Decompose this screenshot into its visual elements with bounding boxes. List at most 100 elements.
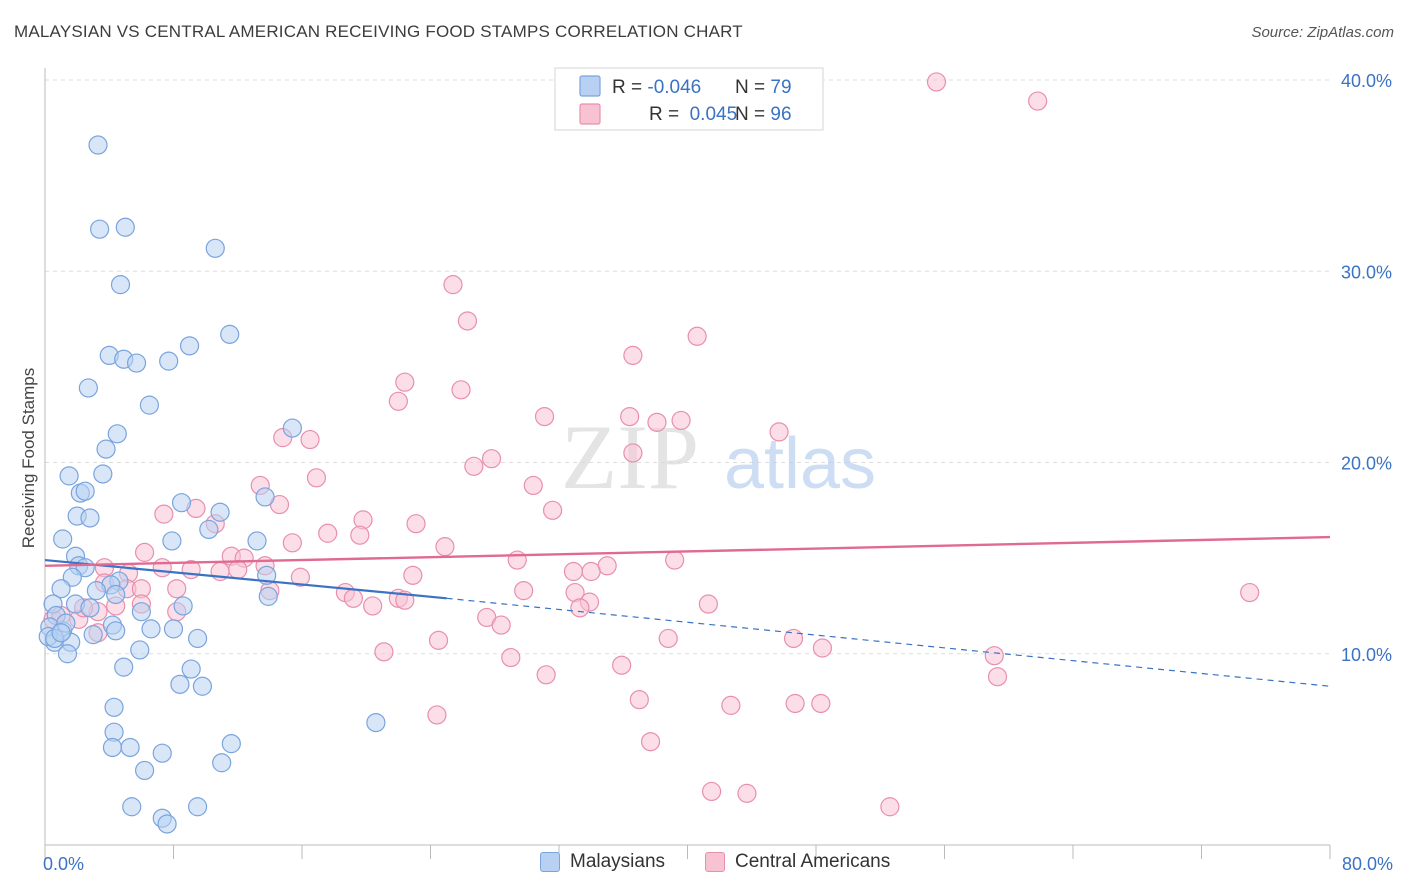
point-central-americans xyxy=(152,558,172,578)
y-tick-label: 40.0% xyxy=(1341,71,1392,91)
point-central-americans xyxy=(363,596,383,616)
trend-line-malaysians xyxy=(44,558,447,600)
point-central-americans xyxy=(701,781,722,802)
point-central-americans xyxy=(403,565,423,585)
point-central-americans xyxy=(880,797,900,817)
point-malaysians xyxy=(93,464,113,484)
point-malaysians xyxy=(221,734,241,754)
point-central-americans xyxy=(491,615,511,635)
point-central-americans xyxy=(306,468,327,488)
point-malaysians xyxy=(159,351,179,371)
point-central-americans xyxy=(629,690,649,710)
point-central-americans xyxy=(451,380,471,400)
point-central-americans xyxy=(737,783,757,803)
point-central-americans xyxy=(665,550,685,570)
point-malaysians xyxy=(181,659,201,679)
point-malaysians xyxy=(51,623,71,643)
stats-r-value-malaysians: -0.046 xyxy=(647,77,701,98)
legend-label-malaysians: Malaysians xyxy=(570,851,666,872)
point-central-americans xyxy=(987,667,1008,687)
point-malaysians xyxy=(187,628,208,649)
point-malaysians xyxy=(106,584,126,605)
point-malaysians xyxy=(75,481,95,501)
point-central-americans xyxy=(811,693,831,714)
svg-text:N = 79: N = 79 xyxy=(735,77,792,98)
point-malaysians xyxy=(53,529,73,549)
point-malaysians xyxy=(59,466,79,486)
point-central-americans xyxy=(581,561,601,582)
y-tick-label: 10.0% xyxy=(1341,645,1392,665)
point-central-americans xyxy=(154,504,174,524)
point-central-americans xyxy=(395,372,415,392)
point-malaysians xyxy=(83,625,103,645)
point-malaysians xyxy=(212,753,232,773)
point-central-americans xyxy=(134,542,155,562)
point-malaysians xyxy=(62,567,82,587)
legend-item-central-americans: Central Americans xyxy=(705,851,890,873)
legend-item-malaysians: Malaysians xyxy=(540,851,665,873)
point-malaysians xyxy=(220,324,240,344)
point-malaysians xyxy=(173,596,193,616)
point-central-americans xyxy=(350,525,370,545)
stats-n-value-central-americans: 96 xyxy=(770,104,791,125)
point-central-americans xyxy=(563,561,584,582)
point-central-americans xyxy=(534,407,555,427)
point-malaysians xyxy=(107,424,127,444)
point-central-americans xyxy=(514,581,534,601)
point-malaysians xyxy=(120,737,140,758)
chart-title: MALAYSIAN VS CENTRAL AMERICAN RECEIVING … xyxy=(14,22,743,41)
svg-text:R = -0.046: R = -0.046 xyxy=(612,77,701,98)
point-malaysians xyxy=(134,760,155,781)
point-central-americans xyxy=(282,533,302,553)
point-central-americans xyxy=(464,456,484,476)
point-malaysians xyxy=(110,275,131,295)
legend-label-central-americans: Central Americans xyxy=(735,851,891,872)
point-malaysians xyxy=(88,135,108,155)
point-malaysians xyxy=(141,619,161,639)
point-malaysians xyxy=(199,519,219,540)
point-malaysians xyxy=(192,676,213,696)
point-central-americans xyxy=(698,594,718,614)
point-central-americans xyxy=(671,410,691,431)
watermark-atlas: atlas xyxy=(724,424,876,504)
point-central-americans xyxy=(597,556,617,576)
point-central-americans xyxy=(647,412,667,432)
y-tick-labels: 10.0% 20.0% 30.0% 40.0% xyxy=(1341,71,1392,665)
point-malaysians xyxy=(106,621,126,641)
point-central-americans xyxy=(523,475,543,496)
y-tick-label: 30.0% xyxy=(1341,262,1392,282)
point-malaysians xyxy=(282,418,302,438)
point-central-americans xyxy=(623,345,643,365)
point-malaysians xyxy=(126,353,147,373)
stats-r-value-central-americans: 0.045 xyxy=(684,104,737,125)
point-malaysians xyxy=(102,737,123,758)
y-axis-label: Receiving Food Stamps xyxy=(19,368,38,548)
trend-lines xyxy=(44,535,1331,687)
watermark: ZIP atlas xyxy=(561,406,876,508)
point-central-americans xyxy=(640,732,661,752)
point-malaysians xyxy=(258,586,278,606)
point-malaysians xyxy=(114,657,134,677)
point-malaysians xyxy=(115,217,135,237)
point-malaysians xyxy=(122,797,142,817)
point-central-americans xyxy=(658,628,678,649)
trend-line-malaysians-extrapolated xyxy=(446,597,1331,687)
point-malaysians xyxy=(51,579,71,599)
svg-text:N = 96: N = 96 xyxy=(735,104,792,125)
point-central-americans xyxy=(428,630,449,650)
point-malaysians xyxy=(247,531,267,551)
point-malaysians xyxy=(139,395,160,415)
point-malaysians xyxy=(80,508,100,528)
point-malaysians xyxy=(96,439,116,459)
point-central-americans xyxy=(300,429,320,450)
axes xyxy=(44,68,1331,859)
point-central-americans xyxy=(1028,91,1048,111)
point-central-americans xyxy=(427,705,447,725)
point-malaysians xyxy=(210,502,230,522)
point-malaysians xyxy=(162,531,182,551)
point-malaysians xyxy=(170,674,190,694)
stats-n-label: N = xyxy=(735,104,770,125)
point-central-americans xyxy=(443,275,463,295)
point-malaysians xyxy=(104,697,124,717)
stats-legend-swatch-central-americans xyxy=(579,103,601,125)
